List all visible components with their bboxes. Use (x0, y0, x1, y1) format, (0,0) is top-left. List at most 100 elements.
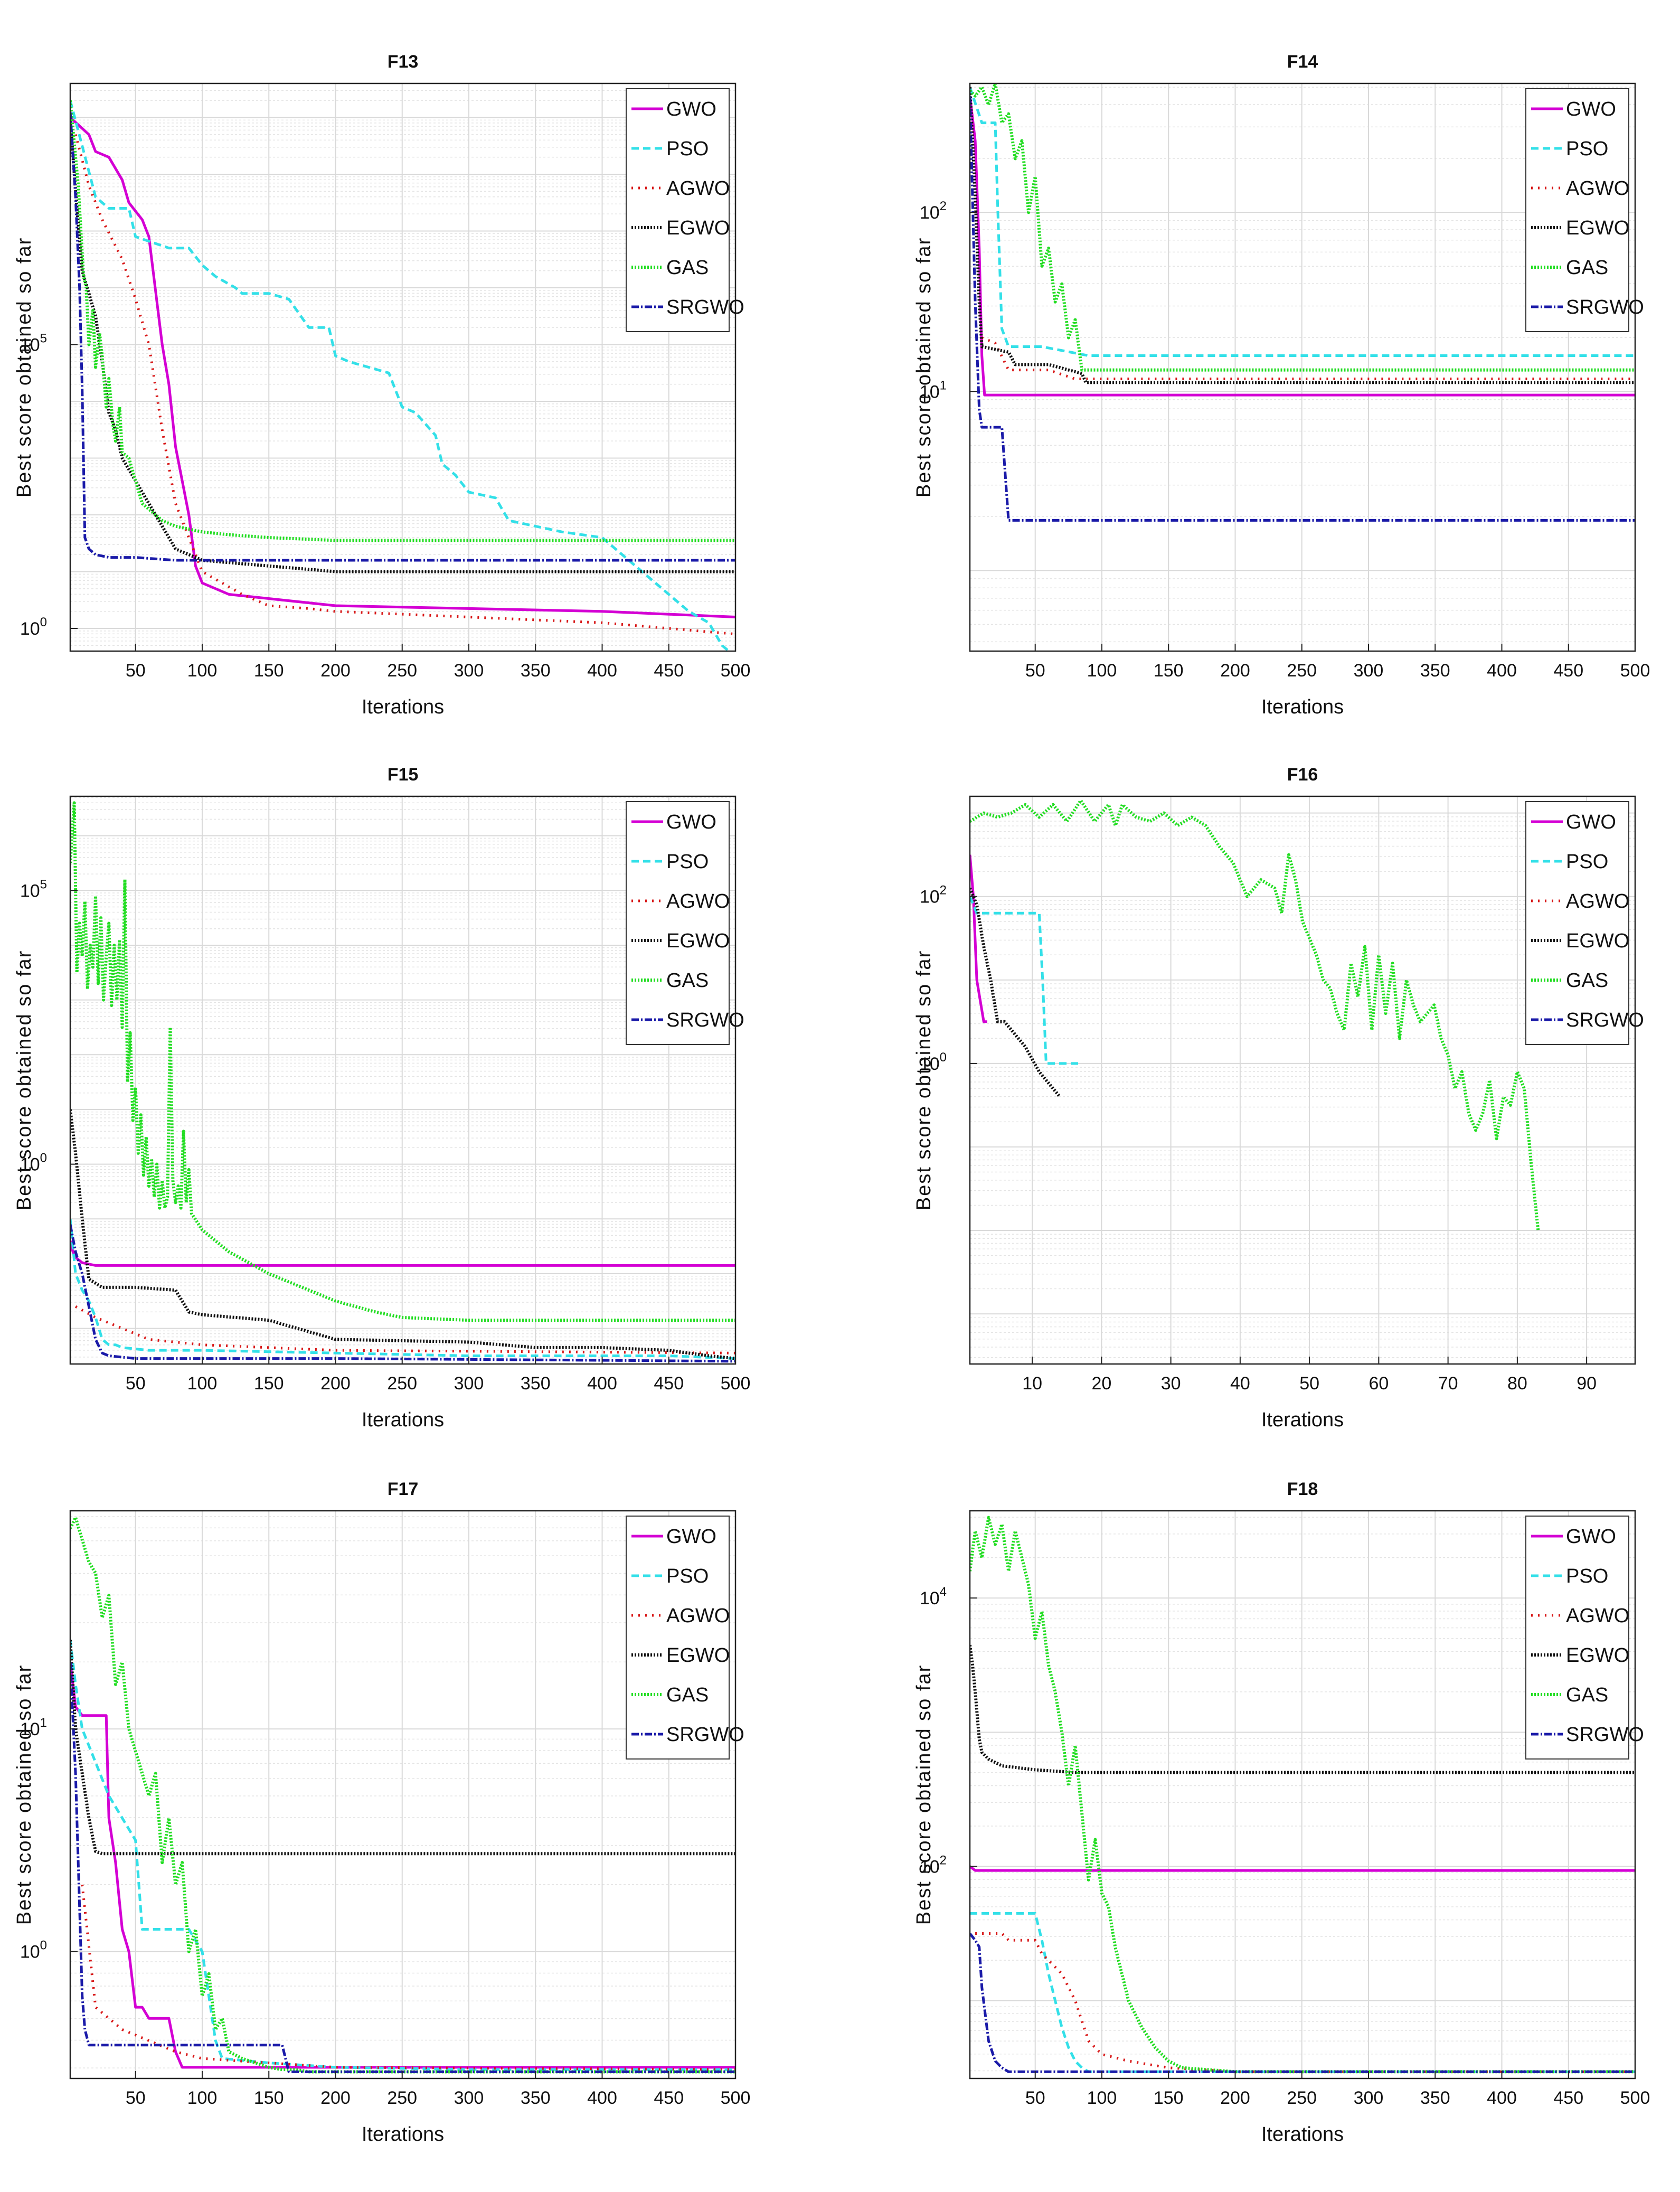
x-tick-label: 500 (721, 1373, 751, 1394)
series-line-gas (70, 801, 735, 1322)
x-tick-label: 400 (587, 661, 617, 681)
legend-label-srgwo: SRGWO (1566, 1009, 1644, 1031)
x-tick-label: 300 (1354, 2088, 1384, 2108)
x-tick-label: 400 (587, 2088, 617, 2108)
legend-label-agwo: AGWO (1566, 1605, 1629, 1627)
legend: GWO PSO AGWO EGWO GAS SRGWO (626, 88, 744, 332)
legend-label-pso: PSO (1566, 1565, 1608, 1587)
legend: GWO PSO AGWO EGWO GAS SRGWO (626, 1516, 744, 1760)
axes-box (69, 1510, 737, 2080)
legend-label-pso: PSO (1566, 138, 1608, 160)
series-group (970, 1516, 1635, 2074)
x-tick-label: 150 (254, 2088, 284, 2108)
x-tick-label: 100 (187, 1373, 218, 1394)
legend-label-egwo: EGWO (1566, 1644, 1629, 1667)
chart-panel-f18: 50 100 150 200 250 300 350 400 450 500 102 104 F18 It… (913, 1479, 1650, 2146)
y-tick-exponent: 0 (940, 1050, 947, 1065)
x-tick-label: 300 (454, 1373, 484, 1394)
legend: GWO PSO AGWO EGWO GAS SRGWO (1525, 801, 1644, 1045)
series-line-srgwo (70, 1662, 735, 2073)
x-tick-label: 450 (1553, 661, 1583, 681)
x-tick-label: 70 (1438, 1373, 1458, 1394)
x-axis-label: Iterations (1261, 696, 1344, 718)
series-line-egwo (70, 1109, 735, 1360)
legend-label-pso: PSO (666, 1565, 709, 1587)
chart-panel-f17: 50 100 150 200 250 300 350 400 450 500100101F17It… (13, 1479, 750, 2146)
x-tick-label: 50 (126, 661, 146, 681)
x-tick-label: 400 (1487, 661, 1517, 681)
x-tick-label: 60 (1368, 1373, 1389, 1394)
x-axis-label: Iterations (1261, 1409, 1344, 1431)
x-tick-label: 450 (654, 661, 684, 681)
x-tick-label: 200 (320, 661, 351, 681)
grid (70, 1511, 736, 2078)
x-tick-label: 40 (1230, 1373, 1250, 1394)
series-line-gwo (970, 96, 1635, 397)
chart-panel-f15: 50 100 150 200 250 300 350 400 450 500100105F15It… (13, 765, 750, 1431)
legend-box (626, 1516, 730, 1760)
x-tick-label: 200 (1220, 661, 1250, 681)
series-line-pso (70, 1219, 735, 1360)
y-tick-exponent: 1 (40, 1716, 47, 1730)
x-tick-label: 500 (1620, 661, 1650, 681)
legend-label-gas: GAS (1566, 257, 1608, 279)
axes-box (969, 795, 1636, 1365)
x-tick-label: 150 (254, 661, 284, 681)
series-line-srgwo (70, 111, 735, 562)
legend-label-gwo: GWO (1566, 811, 1616, 833)
plot-area (70, 1511, 735, 2078)
x-tick-label: 50 (126, 2088, 146, 2108)
legend-box (1525, 1516, 1629, 1760)
x-axis-label: Iterations (1261, 2123, 1344, 2146)
x-tick-label: 250 (387, 661, 417, 681)
x-tick-label: 50 (126, 1373, 146, 1394)
x-tick-label: 450 (654, 1373, 684, 1394)
x-tick-label: 300 (1354, 661, 1384, 681)
y-axis-label: Best score obtained so far (913, 237, 935, 497)
series-group (70, 801, 735, 1363)
y-axis-label: Best score obtained so far (13, 237, 35, 497)
x-tick-label: 350 (521, 2088, 551, 2108)
series-group (970, 83, 1635, 522)
plot-area (970, 796, 1635, 1364)
legend-label-gas: GAS (1566, 970, 1608, 992)
legend-label-pso: PSO (1566, 851, 1608, 873)
x-tick-label: 300 (454, 661, 484, 681)
series-group (970, 798, 1540, 1231)
legend-label-agwo: AGWO (1566, 890, 1629, 912)
y-tick-exponent: 2 (940, 199, 947, 213)
x-tick-label: 50 (1299, 1373, 1319, 1394)
legend-label-egwo: EGWO (666, 1644, 730, 1667)
x-tick-label: 450 (1553, 2088, 1583, 2108)
legend-box (626, 88, 730, 332)
y-tick-exponent: 2 (940, 1853, 947, 1867)
legend-label-pso: PSO (666, 138, 709, 160)
legend-label-srgwo: SRGWO (1566, 1724, 1644, 1746)
legend-box (1525, 88, 1629, 332)
x-tick-label: 50 (1025, 661, 1045, 681)
chart-title: F15 (388, 765, 419, 785)
x-tick-label: 10 (1022, 1373, 1042, 1394)
x-tick-label: 30 (1161, 1373, 1181, 1394)
x-tick-label: 80 (1507, 1373, 1527, 1394)
y-tick-exponent: 0 (40, 615, 47, 629)
legend-label-gwo: GWO (666, 98, 716, 120)
series-line-srgwo (970, 1932, 1635, 2073)
y-axis-label: Best score obtained so far (913, 1664, 935, 1925)
x-tick-label: 350 (1420, 2088, 1450, 2108)
x-tick-label: 250 (387, 1373, 417, 1394)
x-tick-label: 350 (521, 661, 551, 681)
x-tick-label: 90 (1577, 1373, 1597, 1394)
axes-box (969, 82, 1636, 652)
x-tick-label: 450 (654, 2088, 684, 2108)
legend: GWO PSO AGWO EGWO GAS SRGWO (626, 801, 744, 1045)
legend-label-egwo: EGWO (666, 217, 730, 239)
axes-box (969, 1510, 1636, 2080)
legend-label-gas: GAS (666, 970, 709, 992)
grid (70, 796, 736, 1364)
series-line-srgwo (970, 96, 1635, 522)
y-tick-exponent: 2 (940, 883, 947, 898)
y-tick-exponent: 5 (40, 877, 47, 891)
series-line-gwo (70, 1662, 735, 2069)
